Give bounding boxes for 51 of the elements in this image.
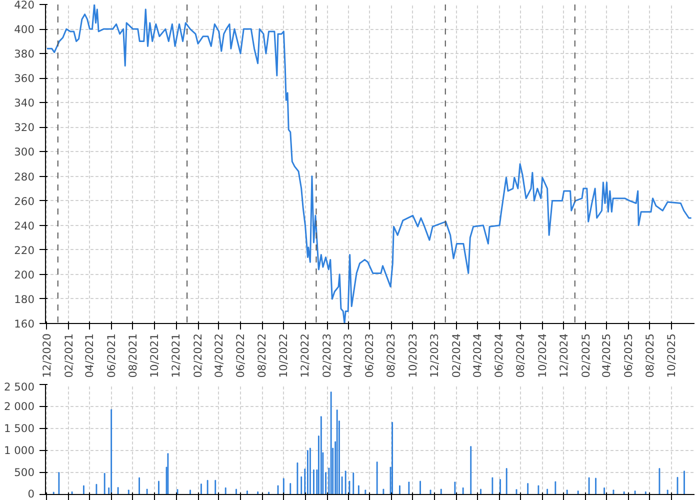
x-tick-label: 10/2023	[406, 333, 420, 378]
y-tick-label: 340	[14, 96, 35, 110]
y-tick-label: 2 000	[4, 400, 35, 413]
x-tick-label: 04/2024	[471, 333, 484, 378]
y-tick-label: 200	[14, 268, 35, 282]
y-tick-label: 320	[14, 121, 35, 134]
x-tick-label: 06/2023	[363, 333, 376, 378]
y-tick-label: 1 500	[4, 422, 35, 435]
x-tick-label: 08/2025	[643, 333, 656, 378]
x-tick-label: 04/2025	[600, 333, 614, 378]
x-tick-label: 08/2023	[384, 333, 398, 378]
y-tick-label: 0	[28, 488, 35, 500]
x-tick-label: 12/2020	[40, 333, 54, 378]
x-tick-label: 02/2025	[579, 333, 592, 378]
x-tick-label: 10/2024	[536, 333, 549, 378]
x-tick-label: 10/2021	[148, 333, 161, 378]
x-tick-label: 04/2022	[212, 333, 226, 378]
y-tick-label: 360	[14, 72, 35, 86]
y-tick-label: 180	[14, 292, 35, 306]
y-tick-label: 2 500	[4, 380, 35, 394]
line-series	[46, 4, 692, 324]
x-tick-label: 12/2024	[557, 333, 570, 378]
y-tick-label: 420	[14, 0, 35, 12]
x-tick-label: 02/2023	[320, 333, 334, 378]
x-tick-label: 12/2021	[170, 333, 183, 378]
x-tick-label: 02/2022	[192, 333, 205, 378]
x-tick-label: 12/2022	[298, 333, 312, 378]
x-tick-label: 10/2022	[277, 333, 290, 378]
y-tick-label: 280	[14, 170, 35, 184]
x-tick-label: 06/2022	[234, 333, 247, 378]
x-tick-label: 12/2023	[428, 333, 441, 378]
y-tick-label: 500	[14, 466, 35, 479]
y-tick-label: 240	[14, 219, 35, 232]
x-tick-label: 08/2022	[256, 333, 269, 378]
x-tick-label: 10/2025	[665, 333, 678, 378]
x-tick-label: 02/2021	[62, 333, 76, 378]
y-tick-label: 160	[14, 318, 35, 330]
x-tick-label: 06/2024	[492, 333, 506, 378]
y-tick-label: 400	[14, 23, 35, 36]
y-tick-label: 260	[14, 194, 35, 208]
x-tick-label: 04/2021	[83, 333, 96, 378]
y-tick-label: 220	[14, 244, 35, 257]
x-tick-label: 08/2021	[126, 333, 140, 378]
x-tick-label: 08/2024	[514, 333, 528, 378]
y-tick-label: 1 000	[4, 444, 35, 457]
x-tick-label: 02/2024	[450, 333, 463, 378]
x-tick-label: 04/2023	[342, 333, 355, 378]
y-tick-label: 300	[14, 146, 35, 159]
x-tick-label: 06/2025	[622, 333, 635, 378]
x-tick-label: 06/2021	[104, 333, 118, 378]
y-tick-label: 380	[14, 48, 35, 61]
